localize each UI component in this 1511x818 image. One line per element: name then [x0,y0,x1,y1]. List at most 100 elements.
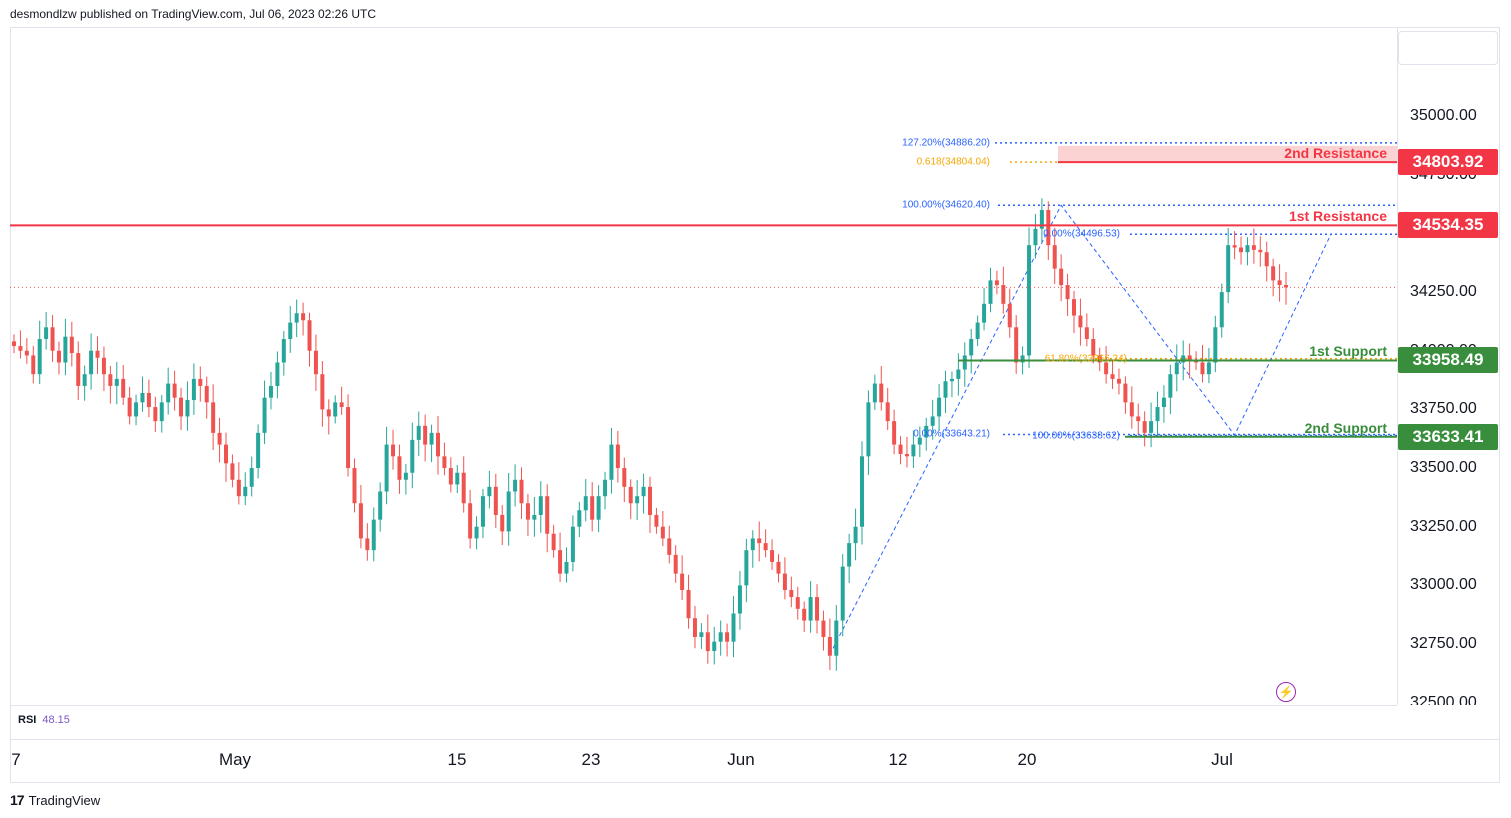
candle [1277,264,1282,302]
candle [1251,228,1256,264]
candle-body [384,444,389,492]
price-tick-label: 34250.00 [1410,283,1477,301]
candle [455,465,460,494]
tradingview-brand[interactable]: 17 TradingView [10,792,100,808]
candle-body [648,486,652,515]
candle [815,584,820,634]
candle [371,507,376,562]
candle [596,485,601,533]
candle-body [609,444,614,480]
candle [725,623,730,657]
candle [506,472,511,546]
candle [134,394,139,426]
price-tick-label: 33000.00 [1410,576,1477,594]
candle [911,430,916,469]
candle-body [313,350,318,375]
candle-body [146,392,151,408]
candle [737,571,742,630]
candle [1258,236,1263,267]
candle [468,489,473,549]
candle-body [770,550,775,562]
candle-body [712,641,717,652]
candle [101,346,106,392]
candle [789,576,794,608]
candle [583,479,588,522]
price-scale-settings-box[interactable] [1398,31,1498,65]
candle [532,496,537,537]
candle-body [1129,402,1134,417]
candle-body [1219,292,1224,328]
candle [326,399,331,435]
candle [969,328,974,374]
time-tick-label: Jun [727,750,755,769]
candle [224,432,228,482]
candle-body [1110,374,1115,379]
candle [519,467,524,519]
candle-body [744,550,749,586]
lightning-icon[interactable]: ⚡ [1276,682,1296,702]
candle-body [333,402,338,417]
candle-body [63,336,68,363]
rsi-name: RSI [18,714,37,726]
candlestick-chart[interactable] [10,27,1397,705]
brand-text: TradingView [28,792,101,808]
rsi-legend: RSI 48.15 [18,714,70,726]
level-price-box: 33633.41 [1398,423,1498,450]
candle-body [1039,209,1044,229]
candle-body [1213,327,1218,363]
level-label: 1st Resistance [1288,208,1387,225]
candle-body [615,444,620,469]
candle-body [1187,355,1192,361]
candle [1065,273,1070,317]
candle-body [1104,362,1109,375]
candle-body [860,456,864,527]
candle [480,488,485,539]
candle [448,457,453,493]
candle-body [699,632,704,637]
candle-body [1072,299,1076,316]
candle-body [924,425,929,438]
candle [256,424,261,479]
time-axis[interactable]: 7 May 15 23 Jun 12 20 Jul [10,739,1500,784]
candle [1245,237,1250,266]
price-axis[interactable]: 35000.0034750.0034250.0034000.0033750.00… [1397,27,1501,705]
candle-body [975,322,980,340]
candle-body [294,313,299,323]
candle-body [1239,247,1244,253]
candle [365,523,370,561]
candle [776,554,781,583]
candle [44,312,49,350]
candle [56,341,61,375]
candle-body [532,514,537,520]
chart-plot-area[interactable]: 127.20%(34886.20) 0.618(34804.04) 100.00%(… [10,27,1397,705]
candle-body [346,407,351,469]
candle-body [448,468,453,485]
candle [1078,298,1083,346]
candle [538,481,543,533]
candle-body [301,313,306,321]
candle [262,380,267,444]
candle-body [917,437,922,445]
candle-body [872,383,877,403]
candle [140,376,145,412]
candle-body [731,613,736,642]
candle [1232,231,1237,260]
candle [917,426,922,458]
candle [1219,283,1224,338]
candle-body [956,369,961,379]
candle-body [802,608,807,621]
candle-body [1142,421,1147,433]
candle [378,482,383,532]
candle [622,457,627,503]
candle-body [166,383,171,403]
candle-body [275,362,280,386]
candle-body [69,336,74,354]
candle [654,507,659,534]
candle [885,387,890,431]
candle-body [821,620,826,637]
candle [564,547,569,583]
candle [1072,290,1076,334]
candle [1084,313,1089,347]
candle-body [962,355,967,370]
candle [403,464,408,495]
